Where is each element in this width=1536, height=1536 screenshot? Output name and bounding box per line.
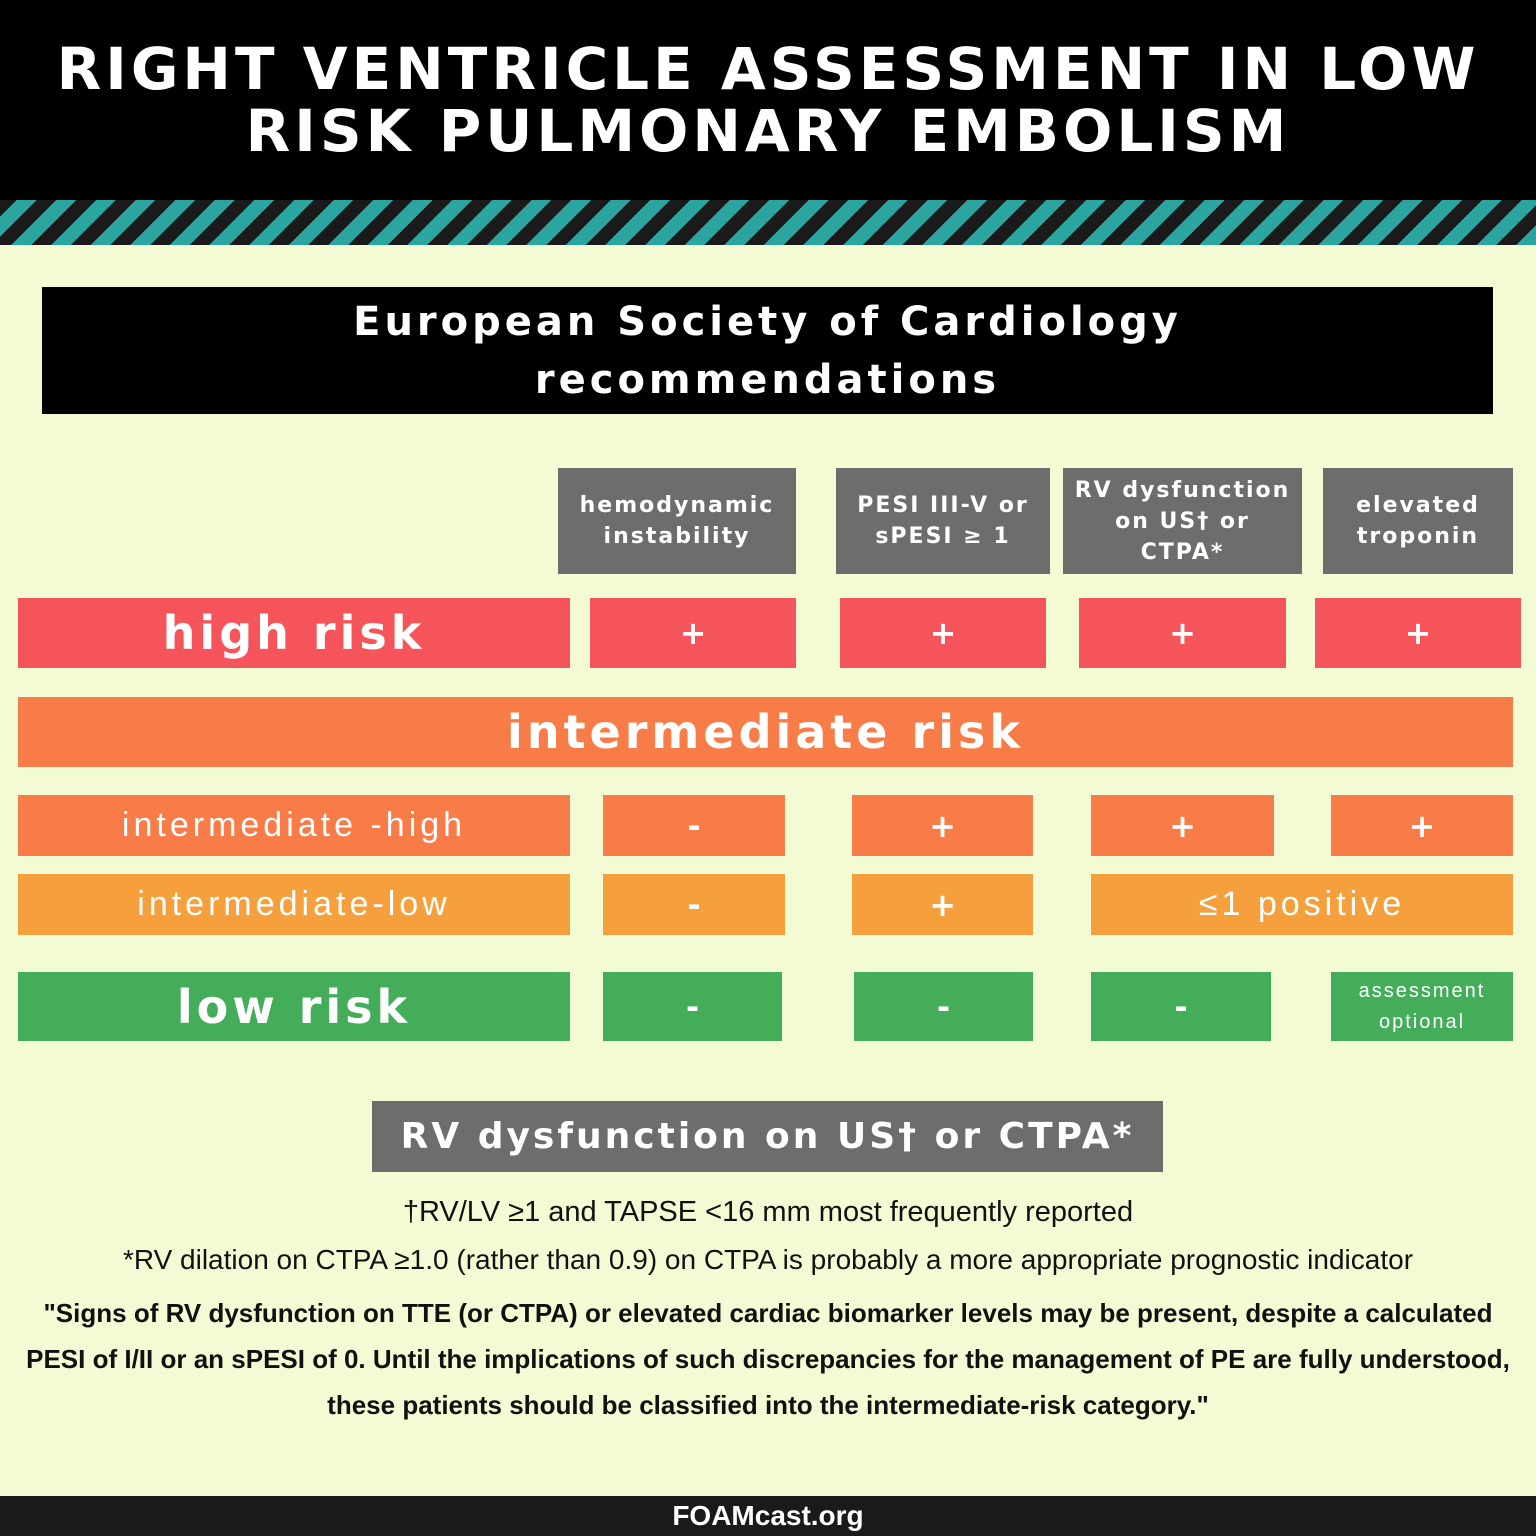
header-title: RIGHT VENTRICLE ASSESSMENT IN LOW RISK P…: [0, 0, 1536, 200]
column-header: hemodynamic instability: [558, 468, 796, 574]
cell: +: [1315, 598, 1521, 668]
column-header: elevated troponin: [1323, 468, 1513, 574]
cell: +: [840, 598, 1046, 668]
cell: +: [1091, 795, 1274, 856]
cell: +: [852, 795, 1033, 856]
cell: -: [603, 972, 782, 1041]
cell: -: [1091, 972, 1271, 1041]
column-header: RV dysfunction on US† or CTPA*: [1063, 468, 1302, 574]
cell: -: [603, 874, 785, 935]
cell: +: [1079, 598, 1286, 668]
footnote: †RV/LV ≥1 and TAPSE <16 mm most frequent…: [402, 1196, 1134, 1228]
row-label: low risk: [18, 972, 570, 1041]
column-header: PESI III-V or sPESI ≥ 1: [836, 468, 1050, 574]
quote: "Signs of RV dysfunction on TTE (or CTPA…: [26, 1298, 1510, 1420]
cell: -: [854, 972, 1033, 1041]
cell: -: [603, 795, 785, 856]
cell: +: [852, 874, 1033, 935]
section-title: European Society of Cardiology recommend…: [42, 287, 1493, 414]
cell: +: [1331, 795, 1513, 856]
footnote-title: RV dysfunction on US† or CTPA*: [372, 1101, 1163, 1172]
row-label: high risk: [18, 598, 570, 668]
row-label: intermediate -high: [18, 795, 570, 856]
footnote: *RV dilation on CTPA ≥1.0 (rather than 0…: [122, 1244, 1414, 1275]
cell: ≤1 positive: [1091, 874, 1513, 935]
cell: +: [590, 598, 796, 668]
cell: assessment optional: [1331, 972, 1513, 1041]
row-label: intermediate-low: [18, 874, 570, 935]
footer: FOAMcast.org: [0, 1496, 1536, 1536]
row-label: intermediate risk: [18, 697, 1513, 767]
stripe-band: [0, 200, 1536, 245]
